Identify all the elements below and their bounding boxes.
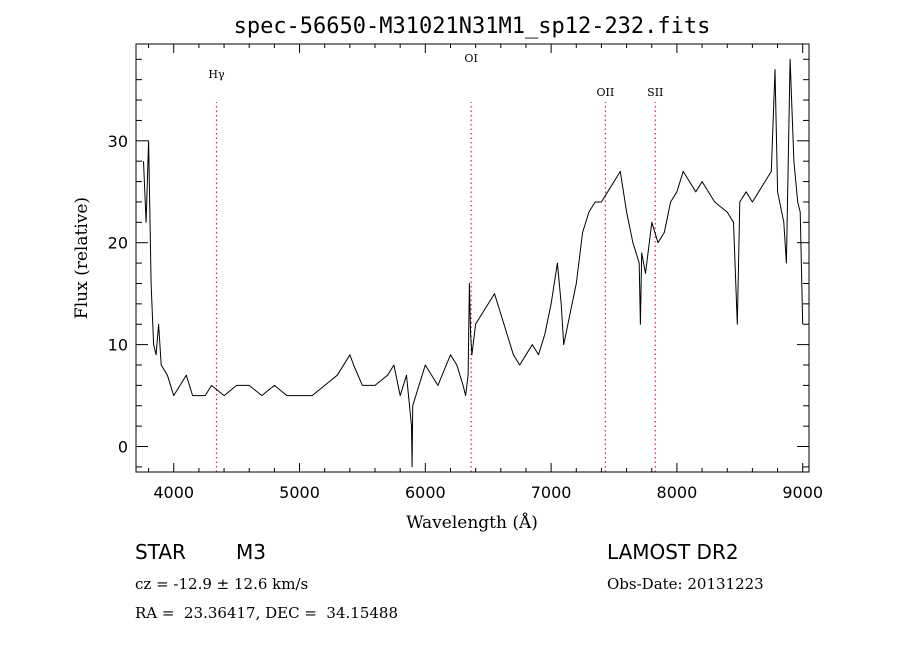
x-tick-label: 6000 [405,483,446,502]
y-tick-label: 10 [108,336,128,355]
coordinates-text: RA = 23.36417, DEC = 34.15488 [135,604,399,622]
spectral-line-label: OII [596,86,614,99]
plot-frame [135,43,810,473]
spectral-line-label: Hγ [208,68,225,81]
x-tick-label: 9000 [782,483,823,502]
spectral-line-label: OI [464,52,477,65]
spectrum-line [143,58,804,468]
x-tick-label: 7000 [531,483,572,502]
x-tick-label: 8000 [657,483,698,502]
x-tick-label: 5000 [279,483,320,502]
y-tick-label: 20 [108,234,128,253]
y-tick-label: 0 [118,438,128,457]
object-type: STAR [135,540,186,564]
survey-label: LAMOST DR2 [607,540,739,564]
x-axis-label: Wavelength (Å) [406,512,538,533]
plot-area: 4000 5000 6000 7000 8000 9000 0 10 20 30 Hγ OI OII SI… [108,44,823,502]
obs-date-text: Obs-Date: 20131223 [607,575,764,593]
chart-title: spec-56650-M31021N31M1_sp12-232.fits [234,14,711,39]
object-subclass: M3 [236,540,266,564]
redshift-text: cz = -12.9 ± 12.6 km/s [135,575,309,593]
y-axis-label: Flux (relative) [72,197,92,319]
x-tick-label: 4000 [153,483,194,502]
spectral-line-label: SII [647,86,663,99]
y-tick-label: 30 [108,132,128,151]
